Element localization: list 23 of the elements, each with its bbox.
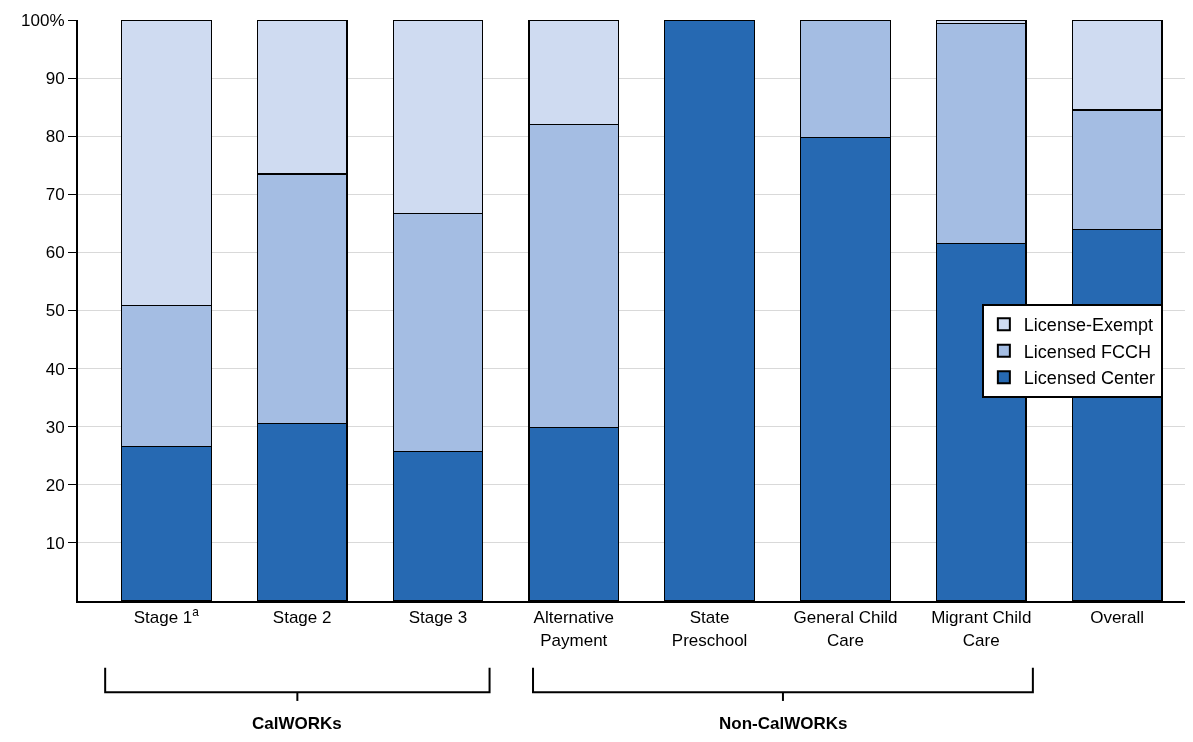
x-tick-label: Stage 3 bbox=[408, 608, 468, 628]
x-tick-label: Stage 1$^{a}$ bbox=[133, 605, 200, 628]
x-tick-label: Overall bbox=[1090, 608, 1145, 628]
y-tick-label: 80 bbox=[45, 127, 65, 147]
y-tick-label: 30 bbox=[45, 417, 65, 437]
text: CalWORKs bbox=[252, 714, 342, 733]
text: Non-CalWORKs bbox=[719, 714, 848, 733]
x-tick-label: State Preschool bbox=[671, 608, 748, 650]
y-tick-label: 90 bbox=[45, 69, 65, 89]
y-tick-label: 50 bbox=[45, 301, 65, 321]
y-tick-label: 60 bbox=[45, 243, 65, 263]
legend-label: Licensed Center bbox=[1023, 368, 1155, 389]
legend-label: License-Exempt bbox=[1023, 315, 1153, 336]
y-tick-label: 10 bbox=[45, 533, 65, 553]
y-tick-label: 20 bbox=[45, 475, 65, 495]
x-tick-label: General Child Care bbox=[793, 608, 898, 650]
y-tick-label: 40 bbox=[45, 359, 65, 379]
y-tick-label: 100% bbox=[21, 10, 65, 30]
y-tick-label: 70 bbox=[45, 185, 65, 205]
x-tick-label: Migrant Child Care bbox=[931, 608, 1032, 650]
x-tick-label: Alternative Payment bbox=[533, 608, 614, 650]
x-tick-label: Stage 2 bbox=[272, 608, 332, 628]
legend-label: Licensed FCCH bbox=[1023, 341, 1151, 362]
